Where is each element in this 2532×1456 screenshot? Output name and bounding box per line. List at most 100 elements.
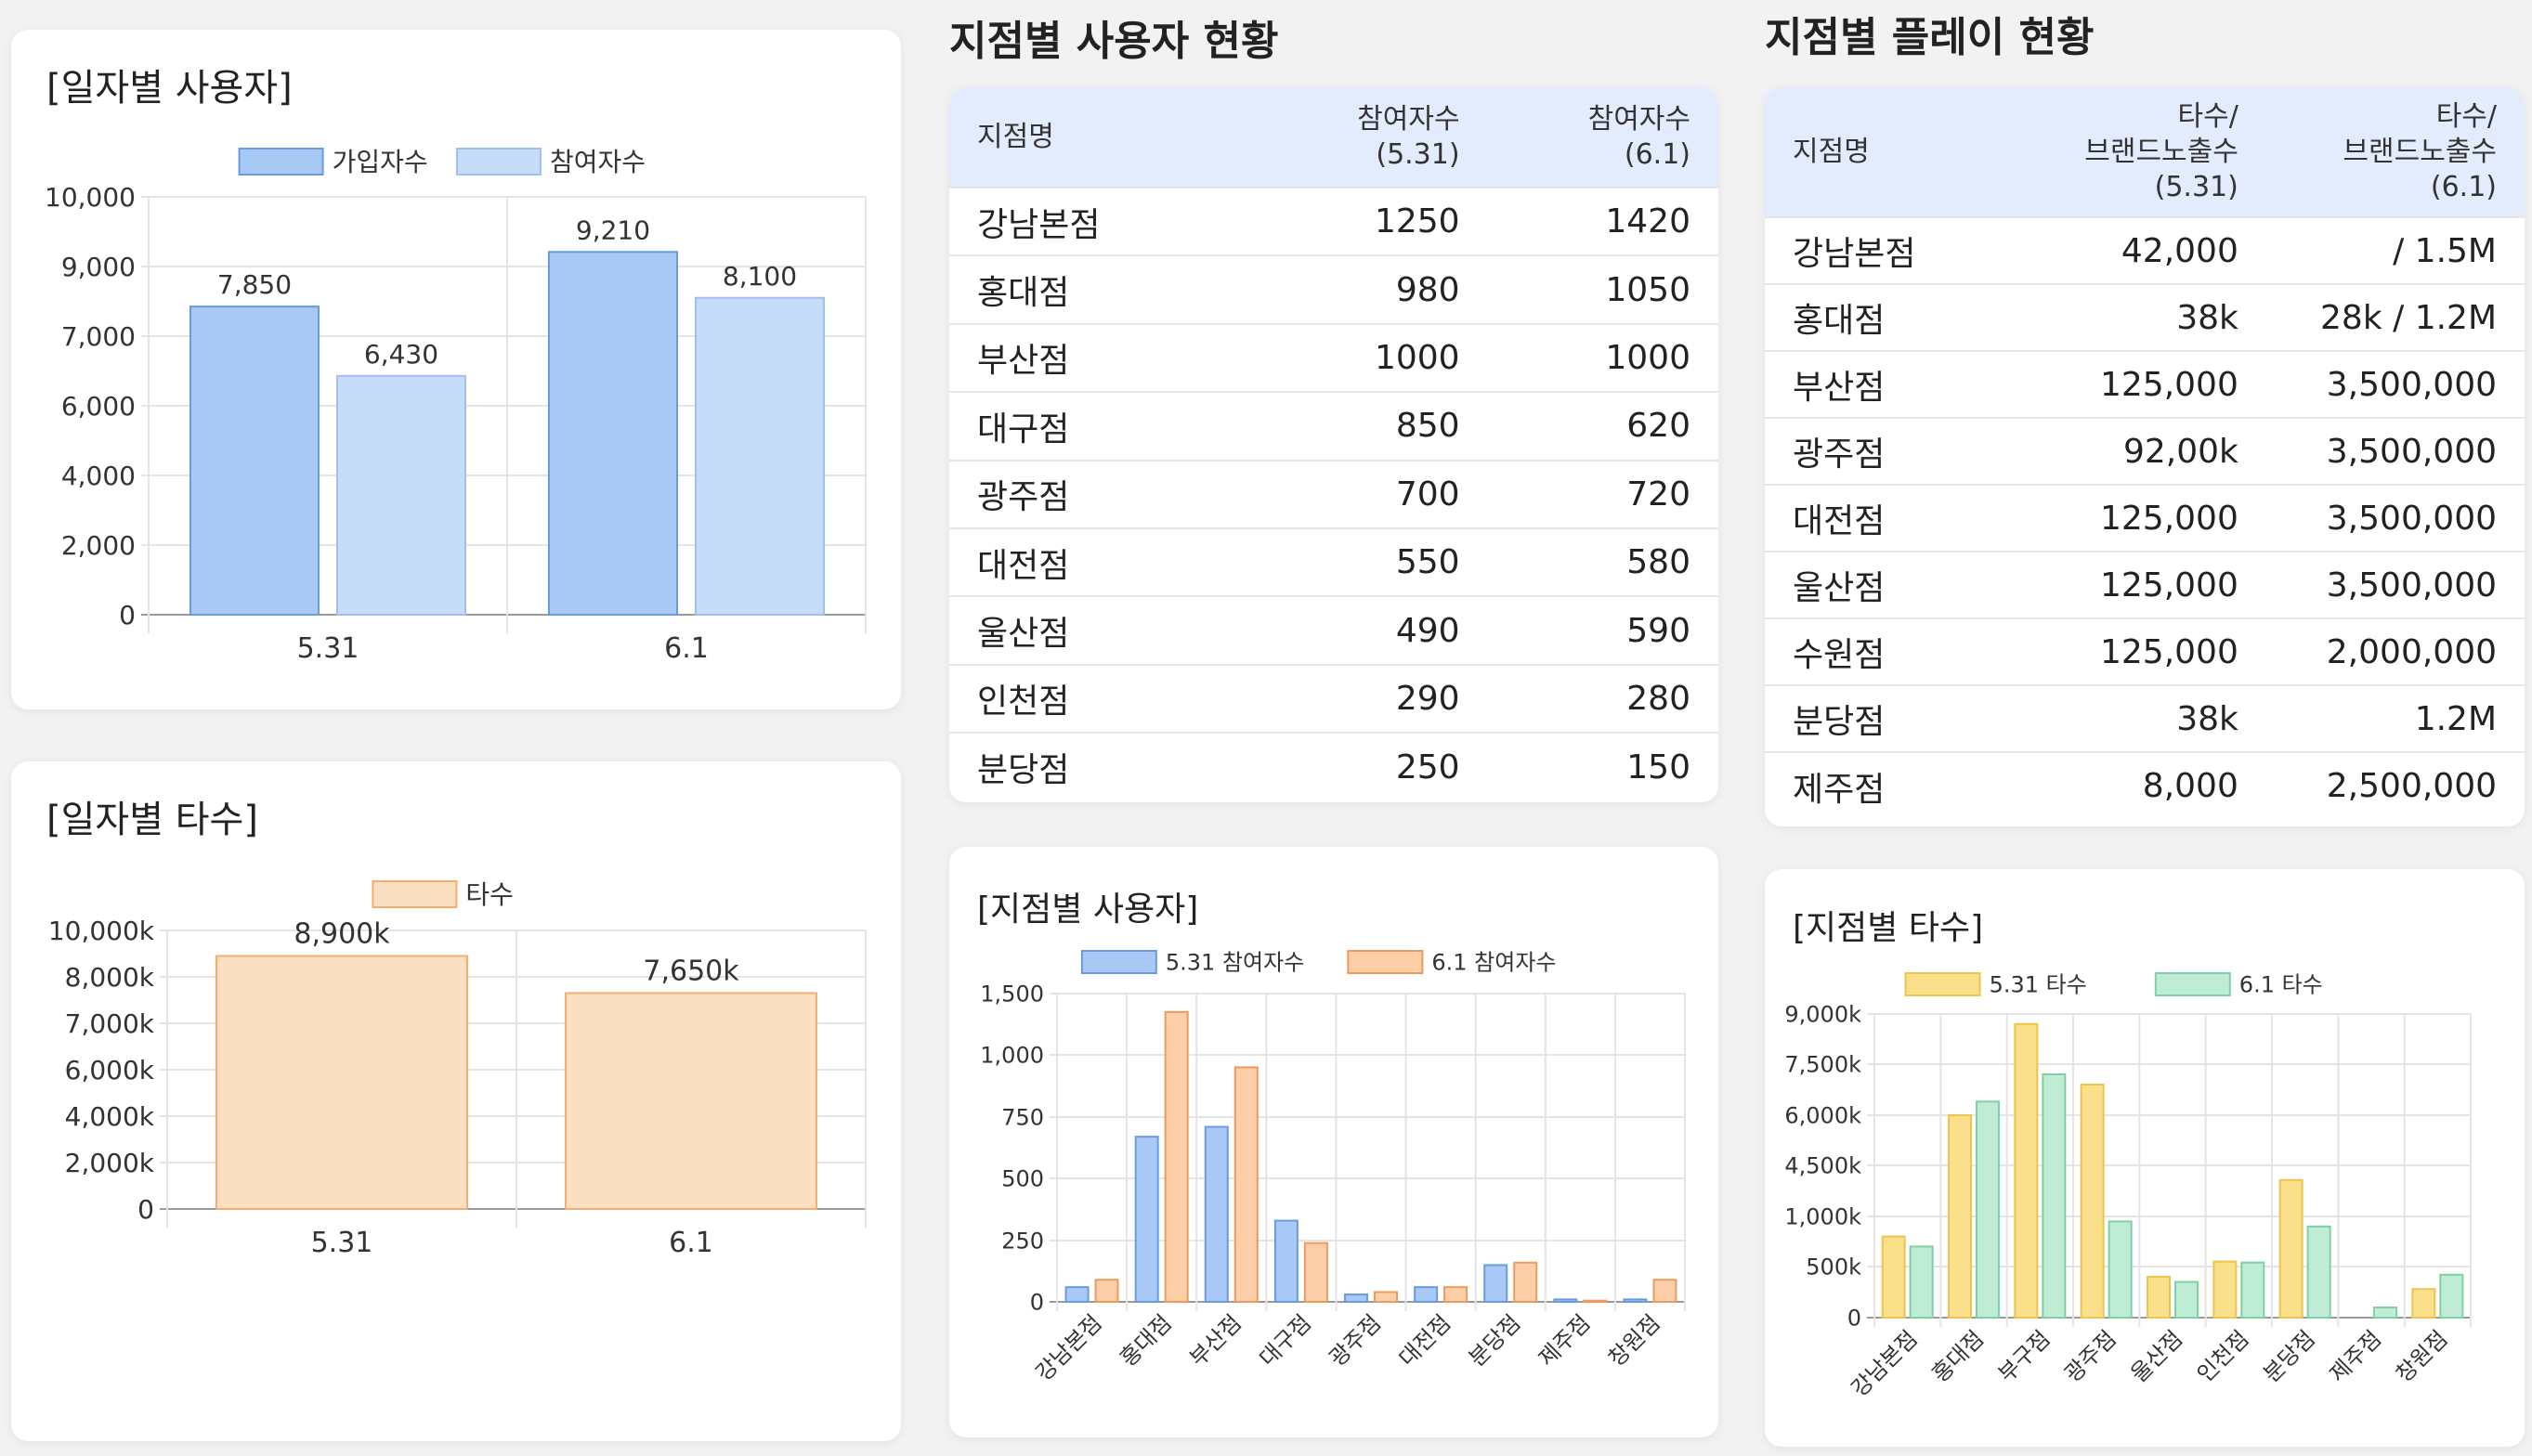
y-tick-label: 7,000 xyxy=(61,321,136,352)
bar xyxy=(1443,1286,1468,1304)
bar xyxy=(548,251,678,616)
branch-name-cell: 대전점 xyxy=(949,526,1258,597)
x-tick-label: 부구점 xyxy=(1993,1325,2056,1387)
play-status-title: 지점별 플레이 현황 xyxy=(1765,14,2095,61)
play-status-table-card: 지점명 타수/브랜드노출수 (5.31) 타수/브랜드노출수 (6.1) 강남본점 42,… xyxy=(1765,87,2525,826)
bar xyxy=(1344,1294,1368,1303)
data-label: 9,210 xyxy=(576,214,650,245)
y-tick-label: 10,000k xyxy=(48,916,155,946)
bar xyxy=(1303,1242,1328,1304)
bar xyxy=(1881,1235,1906,1320)
bar xyxy=(2174,1280,2199,1319)
bar xyxy=(565,992,817,1210)
table-header-row: 지점명 타수/브랜드노출수 (5.31) 타수/브랜드노출수 (6.1) xyxy=(1765,87,2525,217)
data-label: 8,900k xyxy=(294,918,390,951)
bar xyxy=(1513,1261,1538,1304)
value-cell: 92,00k xyxy=(2007,417,2266,485)
legend-label: 5.31 참여자수 xyxy=(1166,950,1304,976)
table-row: 강남본점 42,000/ 1.5M xyxy=(1765,216,2525,284)
bar xyxy=(336,374,466,616)
x-tick-label: 부산점 xyxy=(1184,1309,1246,1372)
branch-name-cell: 울산점 xyxy=(949,595,1258,665)
value-cell: 720 xyxy=(1487,459,1718,528)
value-cell: 550 xyxy=(1257,526,1488,597)
value-cell: 3,500,000 xyxy=(2265,350,2525,418)
x-tick-label: 대전점 xyxy=(1394,1309,1456,1372)
bar xyxy=(1374,1291,1398,1304)
y-tick-label: 0 xyxy=(1847,1306,1861,1332)
y-tick-label: 500 xyxy=(1001,1166,1044,1192)
value-cell: 1000 xyxy=(1487,322,1718,393)
branch-name-cell: 울산점 xyxy=(1765,551,2008,618)
column-header: 타수/브랜드노출수 (6.1) xyxy=(2266,87,2525,217)
branch-name-cell: 부산점 xyxy=(1765,350,2008,418)
legend-label: 5.31 타수 xyxy=(1990,972,2087,998)
table-row: 울산점 490 590 xyxy=(949,595,1718,665)
column-header-line: (6.1) xyxy=(1624,137,1690,171)
legend-swatch xyxy=(238,148,324,176)
value-cell: 280 xyxy=(1487,663,1718,734)
value-cell: 490 xyxy=(1257,595,1488,665)
column-header-line: 지점명 xyxy=(1793,135,1870,168)
table-row: 분당점 250 150 xyxy=(949,732,1718,801)
y-tick-label: 10,000 xyxy=(45,182,136,213)
bar xyxy=(1948,1114,1972,1319)
x-tick-label: 6.1 xyxy=(664,632,709,665)
bar xyxy=(2240,1261,2265,1319)
bar xyxy=(1414,1286,1439,1304)
column-header-line: (5.31) xyxy=(2154,170,2238,203)
y-tick-label: 750 xyxy=(1001,1105,1044,1131)
bar xyxy=(2278,1178,2304,1320)
branch-name-cell: 홍대점 xyxy=(1765,283,2008,351)
column-header-line: 브랜드노출수 xyxy=(2084,135,2238,168)
play-status-table: 지점명 타수/브랜드노출수 (5.31) 타수/브랜드노출수 (6.1) 강남본점 42,… xyxy=(1765,87,2525,819)
y-tick-label: 500k xyxy=(1806,1254,1861,1280)
y-tick-label: 6,000k xyxy=(1784,1103,1861,1129)
bar xyxy=(1483,1264,1508,1303)
x-tick-label: 광주점 xyxy=(1325,1309,1387,1372)
value-cell: 3,500,000 xyxy=(2265,551,2525,618)
y-tick-label: 1,000 xyxy=(980,1043,1044,1069)
branch-strokes-card: [지점별 타수] 0 500k 1,000k 4,500k 6,000k 7,500k 9,… xyxy=(1765,869,2525,1447)
bar xyxy=(1909,1245,1934,1319)
data-label: 7,650k xyxy=(643,956,739,988)
branch-name-cell: 강남본점 xyxy=(1765,216,2008,284)
data-label: 7,850 xyxy=(217,269,292,300)
bar xyxy=(1233,1066,1259,1303)
value-cell: 42,000 xyxy=(2007,216,2266,284)
column-header: 참여자수 (6.1) xyxy=(1488,87,1718,188)
y-tick-label: 6,000k xyxy=(65,1055,155,1086)
table-row: 강남본점 1250 1420 xyxy=(949,186,1718,256)
y-tick-label: 2,000k xyxy=(65,1148,155,1178)
value-cell: 125,000 xyxy=(2007,484,2266,552)
branch-name-cell: 제주점 xyxy=(1765,751,2008,819)
branch-name-cell: 대전점 xyxy=(1765,484,2008,552)
value-cell: 250 xyxy=(1257,732,1488,801)
bar xyxy=(1134,1136,1159,1303)
branch-name-cell: 광주점 xyxy=(949,459,1258,528)
x-tick-label: 강남본점 xyxy=(1847,1325,1923,1401)
y-tick-label: 0 xyxy=(137,1194,154,1225)
legend-swatch xyxy=(2154,972,2231,996)
column-header-line: (6.1) xyxy=(2430,170,2497,203)
x-tick-label: 제주점 xyxy=(2325,1325,2387,1387)
value-cell: 8,000 xyxy=(2007,751,2266,819)
y-tick-label: 0 xyxy=(1030,1290,1044,1316)
value-cell: 125,000 xyxy=(2007,350,2266,418)
table-row: 부산점 125,000 3,500,000 xyxy=(1765,350,2525,418)
y-tick-label: 7,000k xyxy=(65,1008,155,1039)
y-tick-label: 9,000 xyxy=(61,252,136,282)
value-cell: 700 xyxy=(1257,459,1488,528)
bar xyxy=(695,296,825,616)
column-header-line: 타수/ xyxy=(2435,99,2497,133)
legend-label: 6.1 참여자수 xyxy=(1431,950,1556,976)
y-tick-label: 4,000 xyxy=(61,461,136,491)
y-tick-label: 9,000k xyxy=(1784,1002,1861,1028)
y-tick-label: 4,000k xyxy=(65,1101,155,1132)
daily-strokes-card: [일자별 타수] 0 2,000k 4,000k 6,000k 7,000k 8,000k… xyxy=(11,761,901,1441)
bar xyxy=(2306,1225,2331,1319)
branch-name-cell: 수원점 xyxy=(1765,618,2008,685)
y-tick-label: 250 xyxy=(1001,1228,1044,1254)
branch-name-cell: 홍대점 xyxy=(949,254,1258,324)
bar xyxy=(1623,1298,1648,1303)
